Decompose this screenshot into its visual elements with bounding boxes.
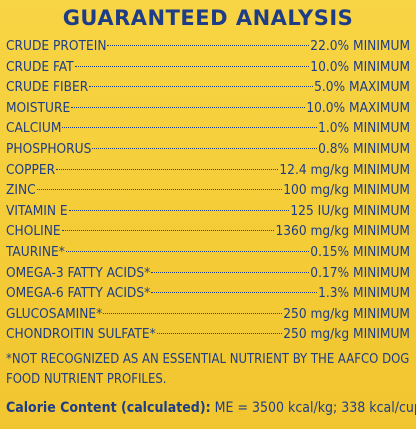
nutrient-value: 10.0% MAXIMUM [306,99,410,116]
nutrient-name: ZINC [6,182,36,199]
dot-leader [65,250,310,252]
nutrient-name: CHOLINE [6,223,61,240]
dot-leader [71,106,306,108]
nutrient-value: 100 mg/kg MINIMUM [283,182,410,199]
analysis-row: MOISTURE 10.0% MAXIMUM [6,98,410,119]
nutrient-value: 12.4 mg/kg MINIMUM [279,161,410,178]
nutrient-value: 5.0% MAXIMUM [314,79,410,96]
nutrient-value: 1360 mg/kg MINIMUM [275,223,410,240]
dot-leader [103,312,283,314]
nutrient-value: 1.3% MINIMUM [318,285,410,302]
nutrient-value: 1.0% MINIMUM [318,120,410,137]
dot-leader [89,86,314,88]
calorie-value: ME = 3500 kcal/kg; 338 kcal/cup [214,400,416,416]
panel-title: GUARANTEED ANALYSIS [62,6,354,30]
footnote: *NOT RECOGNIZED AS AN ESSENTIAL NUTRIENT… [6,352,410,387]
nutrient-value: 0.17% MINIMUM [310,264,410,281]
nutrient-name: CALCIUM [6,120,62,137]
nutrient-name: GLUCOSAMINE* [6,305,103,322]
nutrient-name: CRUDE FAT [6,58,74,75]
nutrient-value: 250 mg/kg MINIMUM [283,305,410,322]
analysis-row: CALCIUM 1.0% MINIMUM [6,118,410,139]
nutrient-name: MOISTURE [6,99,71,116]
analysis-row: CRUDE PROTEIN 22.0% MINIMUM [6,36,410,57]
nutrient-value: 22.0% MINIMUM [310,38,410,54]
analysis-row: OMEGA-3 FATTY ACIDS* 0.17% MINIMUM [6,263,410,284]
nutrient-name: TAURINE* [6,243,65,260]
dot-leader [151,292,318,294]
nutrient-name: CRUDE PROTEIN [6,38,107,54]
analysis-row: CHONDROITIN SULFATE* 250 mg/kg MINIMUM [6,324,410,345]
calorie-content: Calorie Content (calculated): ME = 3500 … [6,398,416,418]
nutrient-name: CHONDROITIN SULFATE* [6,326,156,343]
dot-leader [68,209,290,211]
analysis-row: CRUDE FIBER 5.0% MAXIMUM [6,77,410,98]
dot-leader [62,127,318,129]
dot-leader [36,189,283,191]
analysis-row: COPPER 12.4 mg/kg MINIMUM [6,160,410,181]
analysis-row: CRUDE FAT 10.0% MINIMUM [6,57,410,78]
nutrient-value: 0.15% MINIMUM [310,243,410,260]
dot-leader [156,333,283,335]
analysis-table: CRUDE PROTEIN 22.0% MINIMUM CRUDE FAT 10.0%… [6,36,410,345]
nutrient-value: 250 mg/kg MINIMUM [283,326,410,343]
analysis-row: OMEGA-6 FATTY ACIDS* 1.3% MINIMUM [6,283,410,304]
dot-leader [74,65,310,67]
dot-leader [61,230,275,232]
analysis-row: CHOLINE 1360 mg/kg MINIMUM [6,221,410,242]
analysis-row: GLUCOSAMINE* 250 mg/kg MINIMUM [6,304,410,325]
analysis-row: VITAMIN E 125 IU/kg MINIMUM [6,201,410,222]
nutrient-value: 0.8% MINIMUM [318,140,410,157]
analysis-row: PHOSPHORUS 0.8% MINIMUM [6,139,410,160]
nutrient-value: 125 IU/kg MINIMUM [290,202,410,219]
nutrient-value: 10.0% MINIMUM [310,58,410,75]
nutrient-name: COPPER [6,161,56,178]
dot-leader [107,45,310,46]
nutrient-name: CRUDE FIBER [6,79,89,96]
nutrient-name: PHOSPHORUS [6,140,92,157]
nutrient-name: OMEGA-3 FATTY ACIDS* [6,264,151,281]
calorie-label: Calorie Content (calculated): [6,400,211,416]
dot-leader [56,168,279,170]
nutrient-name: OMEGA-6 FATTY ACIDS* [6,285,151,302]
analysis-row: ZINC 100 mg/kg MINIMUM [6,180,410,201]
nutrient-name: VITAMIN E [6,202,68,219]
dot-leader [151,271,310,273]
analysis-row: TAURINE* 0.15% MINIMUM [6,242,410,263]
dot-leader [92,147,318,149]
